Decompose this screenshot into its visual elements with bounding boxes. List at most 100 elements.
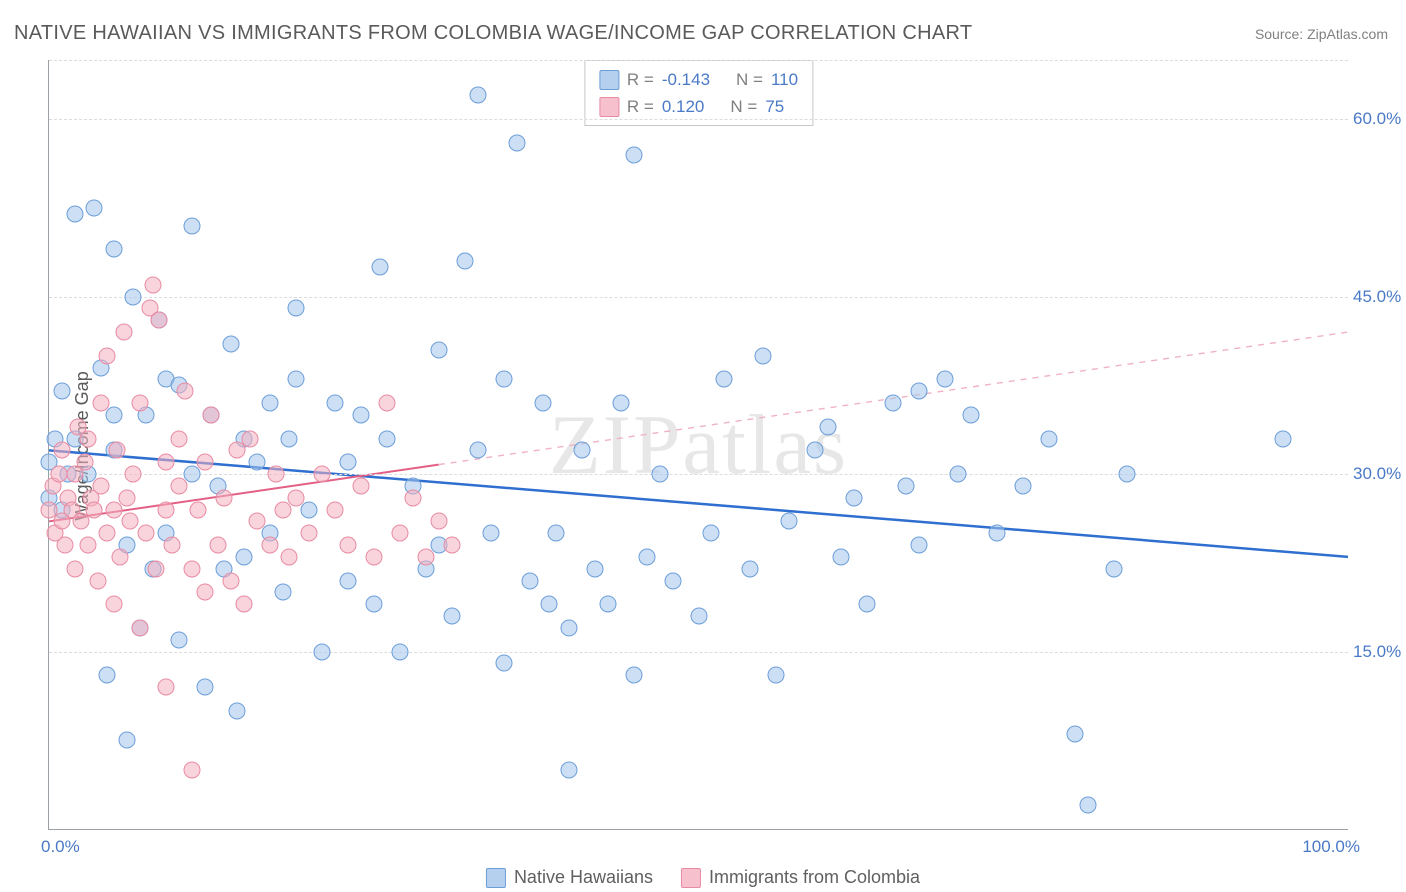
data-point [378,430,395,447]
data-point [86,501,103,518]
data-point [521,572,538,589]
data-point [183,761,200,778]
y-tick-label: 60.0% [1353,109,1406,129]
data-point [1275,430,1292,447]
data-point [911,537,928,554]
data-point [183,560,200,577]
data-point [261,537,278,554]
data-point [339,454,356,471]
chart-title: NATIVE HAWAIIAN VS IMMIGRANTS FROM COLOM… [14,22,972,45]
data-point [508,134,525,151]
data-point [378,395,395,412]
data-point [807,442,824,459]
data-point [90,572,107,589]
data-point [1080,797,1097,814]
data-point [92,477,109,494]
data-point [268,466,285,483]
data-point [625,146,642,163]
data-point [281,430,298,447]
y-tick-label: 30.0% [1353,464,1406,484]
data-point [469,87,486,104]
data-point [703,525,720,542]
data-point [118,732,135,749]
r-value-pink: 0.120 [662,93,705,120]
data-point [92,395,109,412]
data-point [560,619,577,636]
n-value-blue: 110 [771,66,798,93]
data-point [482,525,499,542]
data-point [274,584,291,601]
data-point [430,341,447,358]
data-point [79,430,96,447]
data-point [131,619,148,636]
watermark-text: ZIPatlas [549,396,848,494]
data-point [547,525,564,542]
data-point [229,702,246,719]
legend-swatch-blue [599,70,619,90]
r-value-blue: -0.143 [662,66,710,93]
data-point [144,276,161,293]
source-attribution: Source: ZipAtlas.com [1255,26,1388,42]
data-point [339,537,356,554]
data-point [1106,560,1123,577]
x-tick-label: 0.0% [41,837,80,857]
data-point [820,418,837,435]
data-point [755,347,772,364]
data-point [430,513,447,530]
series-legend-item-blue: Native Hawaiians [486,867,653,888]
data-point [768,667,785,684]
r-label: R = [627,93,654,120]
gridline [49,60,1348,61]
data-point [112,548,129,565]
gridline [49,652,1348,653]
data-point [716,371,733,388]
data-point [352,406,369,423]
data-point [339,572,356,589]
data-point [105,406,122,423]
data-point [495,371,512,388]
data-point [79,537,96,554]
data-point [300,501,317,518]
data-point [963,406,980,423]
data-point [1119,466,1136,483]
data-point [203,406,220,423]
data-point [1067,726,1084,743]
data-point [365,548,382,565]
legend-row-pink: R = 0.120 N = 75 [599,93,798,120]
data-point [235,596,252,613]
data-point [138,525,155,542]
data-point [560,761,577,778]
series-swatch-blue [486,868,506,888]
series-legend: Native Hawaiians Immigrants from Colombi… [486,867,920,888]
data-point [404,489,421,506]
data-point [242,430,259,447]
data-point [365,596,382,613]
data-point [937,371,954,388]
data-point [417,548,434,565]
data-point [833,548,850,565]
data-point [1015,477,1032,494]
data-point [456,253,473,270]
data-point [170,477,187,494]
data-point [248,454,265,471]
data-point [51,466,68,483]
data-point [586,560,603,577]
data-point [86,199,103,216]
data-point [599,596,616,613]
data-point [898,477,915,494]
data-point [781,513,798,530]
data-point [885,395,902,412]
data-point [287,300,304,317]
data-point [147,560,164,577]
data-point [170,631,187,648]
data-point [469,442,486,459]
x-tick-label: 100.0% [1302,837,1360,857]
data-point [573,442,590,459]
data-point [222,572,239,589]
data-point [53,383,70,400]
series-swatch-pink [681,868,701,888]
data-point [118,489,135,506]
n-label: N = [736,66,763,93]
data-point [651,466,668,483]
data-point [196,454,213,471]
